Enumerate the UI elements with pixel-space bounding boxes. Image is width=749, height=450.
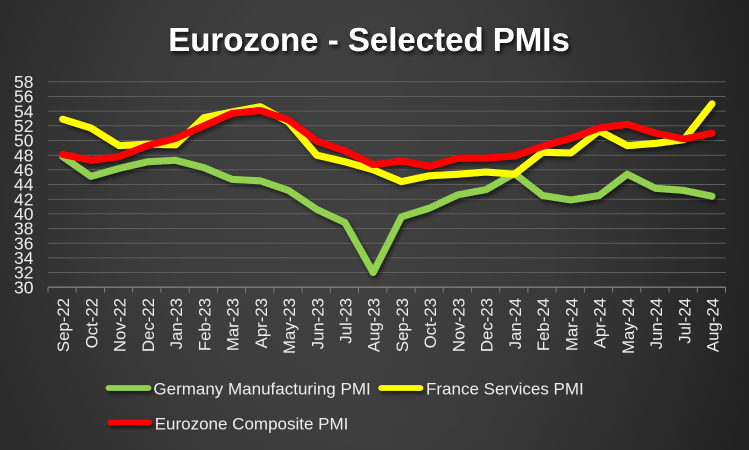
svg-text:42: 42 bbox=[14, 189, 33, 209]
svg-text:Dec-23: Dec-23 bbox=[478, 298, 497, 352]
svg-text:Nov-22: Nov-22 bbox=[111, 298, 130, 352]
svg-text:May-23: May-23 bbox=[280, 298, 299, 354]
svg-text:May-24: May-24 bbox=[619, 298, 638, 354]
svg-text:52: 52 bbox=[14, 116, 33, 136]
svg-text:Eurozone Composite PMI: Eurozone Composite PMI bbox=[155, 414, 349, 433]
svg-text:Eurozone - Selected PMIs: Eurozone - Selected PMIs bbox=[168, 21, 570, 58]
svg-text:Dec-22: Dec-22 bbox=[139, 298, 158, 352]
svg-text:Jun-23: Jun-23 bbox=[308, 298, 327, 349]
svg-text:France Services PMI: France Services PMI bbox=[426, 380, 584, 399]
svg-text:38: 38 bbox=[14, 219, 33, 239]
svg-text:Jun-24: Jun-24 bbox=[647, 298, 666, 349]
svg-text:58: 58 bbox=[14, 72, 33, 92]
svg-text:Nov-23: Nov-23 bbox=[449, 298, 468, 352]
svg-text:Germany Manufacturing PMI: Germany Manufacturing PMI bbox=[153, 380, 370, 399]
svg-text:Oct-22: Oct-22 bbox=[82, 298, 101, 348]
svg-text:44: 44 bbox=[14, 175, 34, 195]
svg-text:30: 30 bbox=[14, 277, 34, 297]
svg-text:34: 34 bbox=[14, 248, 34, 268]
svg-text:Oct-23: Oct-23 bbox=[421, 298, 440, 348]
svg-text:54: 54 bbox=[14, 101, 34, 121]
svg-text:40: 40 bbox=[14, 204, 34, 224]
svg-text:46: 46 bbox=[14, 160, 33, 180]
svg-text:Mar-23: Mar-23 bbox=[224, 298, 243, 351]
svg-text:56: 56 bbox=[14, 87, 33, 107]
svg-text:48: 48 bbox=[14, 145, 33, 165]
svg-text:Sep-23: Sep-23 bbox=[393, 298, 412, 352]
svg-text:Aug-24: Aug-24 bbox=[704, 298, 723, 352]
svg-text:36: 36 bbox=[14, 233, 33, 253]
svg-text:Jan-23: Jan-23 bbox=[167, 298, 186, 349]
svg-text:32: 32 bbox=[14, 263, 33, 283]
svg-text:Mar-24: Mar-24 bbox=[562, 298, 581, 351]
svg-text:Jul-23: Jul-23 bbox=[337, 298, 356, 344]
svg-text:Apr-24: Apr-24 bbox=[591, 298, 610, 348]
svg-text:Jan-24: Jan-24 bbox=[506, 298, 525, 349]
svg-text:Jul-24: Jul-24 bbox=[675, 298, 694, 344]
svg-text:50: 50 bbox=[14, 131, 34, 151]
svg-text:Feb-24: Feb-24 bbox=[534, 298, 553, 351]
svg-text:Feb-23: Feb-23 bbox=[195, 298, 214, 351]
svg-text:Sep-22: Sep-22 bbox=[54, 298, 73, 352]
svg-text:Aug-23: Aug-23 bbox=[365, 298, 384, 352]
svg-text:Apr-23: Apr-23 bbox=[252, 298, 271, 348]
